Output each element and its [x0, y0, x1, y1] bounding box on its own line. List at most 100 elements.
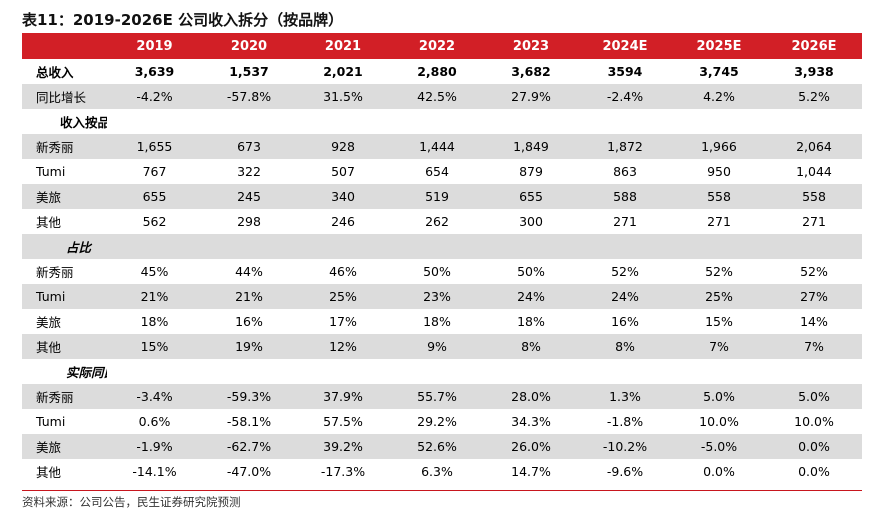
table-cell [766, 359, 862, 384]
table-cell: 1,537 [229, 64, 269, 79]
table-cell: 52% [800, 264, 828, 279]
row-label: 其他 [36, 465, 62, 480]
table-cell: 1,849 [484, 134, 578, 159]
table-cell: -58.1% [226, 414, 272, 429]
column-header: 2023 [484, 33, 578, 59]
table-cell: 52% [705, 264, 733, 279]
table-cell: 24% [578, 284, 672, 309]
table-cell: 15% [705, 314, 733, 329]
table-cell [578, 359, 672, 384]
header-label-cell [22, 33, 107, 59]
table-cell [578, 109, 672, 134]
table-cell: 45% [140, 264, 169, 279]
table-row: Tumi 767 322 507 654 879 863 950 1,044 [22, 159, 862, 184]
table-cell: 5.2% [766, 84, 862, 109]
row-label: 新秀丽 [22, 384, 107, 409]
table-row: 美旅 18% 16% 17% 18% 18% 16% 15% 14% [22, 309, 862, 334]
table-cell: 3594 [607, 64, 643, 79]
revenue-table: 2019 2020 2021 2022 2023 2024E 2025E 202… [22, 33, 862, 484]
table-cell: -47.0% [226, 464, 272, 479]
table-cell: 27% [766, 284, 862, 309]
table-cell [390, 109, 484, 134]
table-cell: 2,064 [766, 134, 862, 159]
table-cell: -2.4% [578, 84, 672, 109]
table-cell: 0.6% [138, 414, 171, 429]
table-cell: 863 [613, 164, 637, 179]
table-cell: 3,639 [134, 64, 175, 79]
table-cell: 18% [423, 314, 451, 329]
table-cell: 928 [296, 134, 390, 159]
table-body: 总收入 3,639 1,537 2,021 2,880 3,682 3594 3,745 3,9… [22, 59, 862, 484]
table-cell: 2,021 [323, 64, 363, 79]
table-cell: -3.4% [107, 384, 202, 409]
table-cell [107, 234, 202, 259]
table-cell: -10.2% [578, 434, 672, 459]
table-cell: 18% [517, 314, 545, 329]
table-cell: 245 [202, 184, 296, 209]
table-cell [484, 109, 578, 134]
table-cell [296, 234, 390, 259]
table-cell: 300 [519, 214, 543, 229]
table-cell: 18% [140, 314, 169, 329]
table-cell: 271 [707, 214, 731, 229]
table-cell: 16% [235, 314, 263, 329]
table-cell: 14% [800, 314, 828, 329]
table-cell: 26.0% [484, 434, 578, 459]
row-label: 美旅 [36, 315, 62, 330]
table-cell: 24% [484, 284, 578, 309]
table-cell: 28.0% [484, 384, 578, 409]
table-cell: 25% [296, 284, 390, 309]
table-header-row: 2019 2020 2021 2022 2023 2024E 2025E 202… [22, 33, 862, 59]
table-cell: 322 [237, 164, 261, 179]
table-cell: 29.2% [417, 414, 457, 429]
table-cell [484, 359, 578, 384]
table-cell: 673 [202, 134, 296, 159]
table-cell: 19% [202, 334, 296, 359]
table-cell: 25% [672, 284, 766, 309]
row-label: Tumi [36, 414, 66, 429]
table-cell: 9% [390, 334, 484, 359]
table-cell: 14.7% [511, 464, 551, 479]
table-cell: 5.0% [766, 384, 862, 409]
table-cell: 44% [235, 264, 263, 279]
table-cell: 4.2% [672, 84, 766, 109]
table-cell: 6.3% [421, 464, 453, 479]
column-header: 2019 [107, 33, 202, 59]
row-label: 收入按品牌分类 [60, 115, 107, 130]
section-row: 实际同比增长 [22, 359, 862, 384]
section-row: 收入按品牌分类 [22, 109, 862, 134]
table-row: 新秀丽 -3.4% -59.3% 37.9% 55.7% 28.0% 1.3% 5.0% 5.0… [22, 384, 862, 409]
table-cell: 1,872 [578, 134, 672, 159]
table-cell: 31.5% [296, 84, 390, 109]
table-row: 其他 -14.1% -47.0% -17.3% 6.3% 14.7% -9.6% 0.0% 0.… [22, 459, 862, 484]
table-cell: 246 [331, 214, 355, 229]
row-label: 新秀丽 [22, 134, 107, 159]
table-cell: 1.3% [578, 384, 672, 409]
row-label: Tumi [36, 164, 66, 179]
row-label: 美旅 [22, 184, 107, 209]
table-cell: 57.5% [323, 414, 363, 429]
table-cell: -5.0% [672, 434, 766, 459]
table-cell [766, 109, 862, 134]
table-cell: 21% [202, 284, 296, 309]
table-cell: -9.6% [606, 464, 644, 479]
table-row: 美旅 -1.9% -62.7% 39.2% 52.6% 26.0% -10.2% -5.0% 0… [22, 434, 862, 459]
table-row: 新秀丽 45% 44% 46% 50% 50% 52% 52% 52% [22, 259, 862, 284]
table-cell: -4.2% [107, 84, 202, 109]
table-cell: 562 [142, 214, 167, 229]
table-cell: 507 [331, 164, 355, 179]
table-cell: 37.9% [296, 384, 390, 409]
table-row: 新秀丽 1,655 673 928 1,444 1,849 1,872 1,966 2,064 [22, 134, 862, 159]
table-cell [672, 359, 766, 384]
row-label: 同比增长 [22, 84, 107, 109]
table-cell [672, 109, 766, 134]
table-cell [578, 234, 672, 259]
table-cell: 654 [425, 164, 449, 179]
table-cell: -62.7% [202, 434, 296, 459]
table-cell: 52% [611, 264, 639, 279]
table-title: 表11：2019-2026E 公司收入拆分（按品牌） [22, 11, 344, 29]
row-label: 美旅 [22, 434, 107, 459]
table-cell [202, 234, 296, 259]
table-cell: 655 [484, 184, 578, 209]
table-cell: 39.2% [296, 434, 390, 459]
